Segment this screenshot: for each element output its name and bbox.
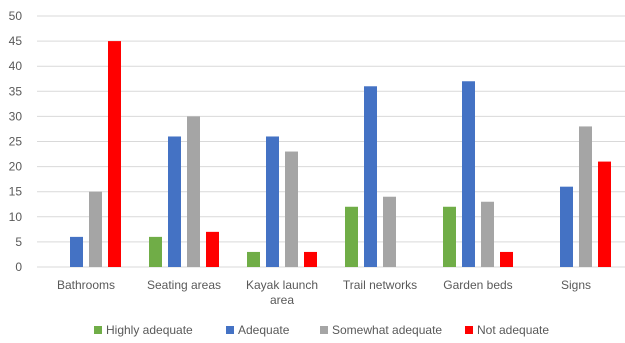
bar: [462, 81, 475, 267]
bar: [364, 86, 377, 267]
legend-item: Somewhat adequate: [320, 323, 442, 337]
y-tick-label: 20: [9, 160, 23, 174]
bar: [206, 231, 219, 267]
y-tick-label: 35: [9, 84, 23, 98]
bar: [266, 136, 279, 267]
legend: Highly adequate Adequate Somewhat adequate…: [94, 323, 549, 337]
y-tick-label: 25: [9, 135, 23, 149]
bar: [168, 136, 181, 267]
legend-label: Somewhat adequate: [332, 323, 442, 337]
legend-label: Not adequate: [477, 323, 549, 337]
bar: [108, 41, 121, 267]
y-tick-label: 10: [9, 210, 23, 224]
x-tick-label: Kayak launch area: [246, 278, 318, 307]
legend-swatch: [465, 326, 473, 334]
y-tick-label: 0: [15, 260, 22, 274]
legend-label: Adequate: [238, 323, 290, 337]
x-tick-label: Trail networks: [343, 278, 417, 292]
bar: [89, 191, 102, 267]
bar: [187, 116, 200, 268]
y-tick-label: 50: [9, 9, 23, 23]
bar: [560, 186, 573, 267]
x-tick-label: Signs: [561, 278, 591, 292]
legend-item: Not adequate: [465, 323, 549, 337]
bar: [345, 206, 358, 267]
legend-item: Adequate: [226, 323, 290, 337]
bar: [247, 251, 260, 267]
bar: [598, 161, 611, 267]
bar: [481, 201, 494, 267]
bar: [443, 206, 456, 267]
x-tick-label: Seating areas: [147, 278, 221, 292]
bar: [285, 151, 298, 267]
legend-swatch: [94, 326, 102, 334]
y-tick-label: 45: [9, 34, 23, 48]
gridlines: [37, 15, 625, 268]
bar: [149, 236, 162, 267]
x-tick-label: Bathrooms: [57, 278, 115, 292]
x-tick-label: Garden beds: [443, 278, 512, 292]
y-axis-tick-labels: 0 5 10 15 20 25 30 35 40 45 50: [9, 9, 23, 274]
bars: [70, 41, 611, 268]
bar: [383, 196, 396, 267]
bar: [500, 251, 513, 267]
y-tick-label: 15: [9, 185, 23, 199]
legend-swatch: [320, 326, 328, 334]
bar: [304, 251, 317, 267]
bar: [579, 126, 592, 267]
legend-swatch: [226, 326, 234, 334]
legend-item: Highly adequate: [94, 323, 193, 337]
y-tick-label: 30: [9, 109, 23, 123]
legend-label: Highly adequate: [106, 323, 193, 337]
y-tick-label: 40: [9, 59, 23, 73]
y-tick-label: 5: [15, 235, 22, 249]
x-axis-tick-labels: Bathrooms Seating areas Kayak launch area Tr…: [57, 278, 591, 307]
bar: [70, 236, 83, 267]
